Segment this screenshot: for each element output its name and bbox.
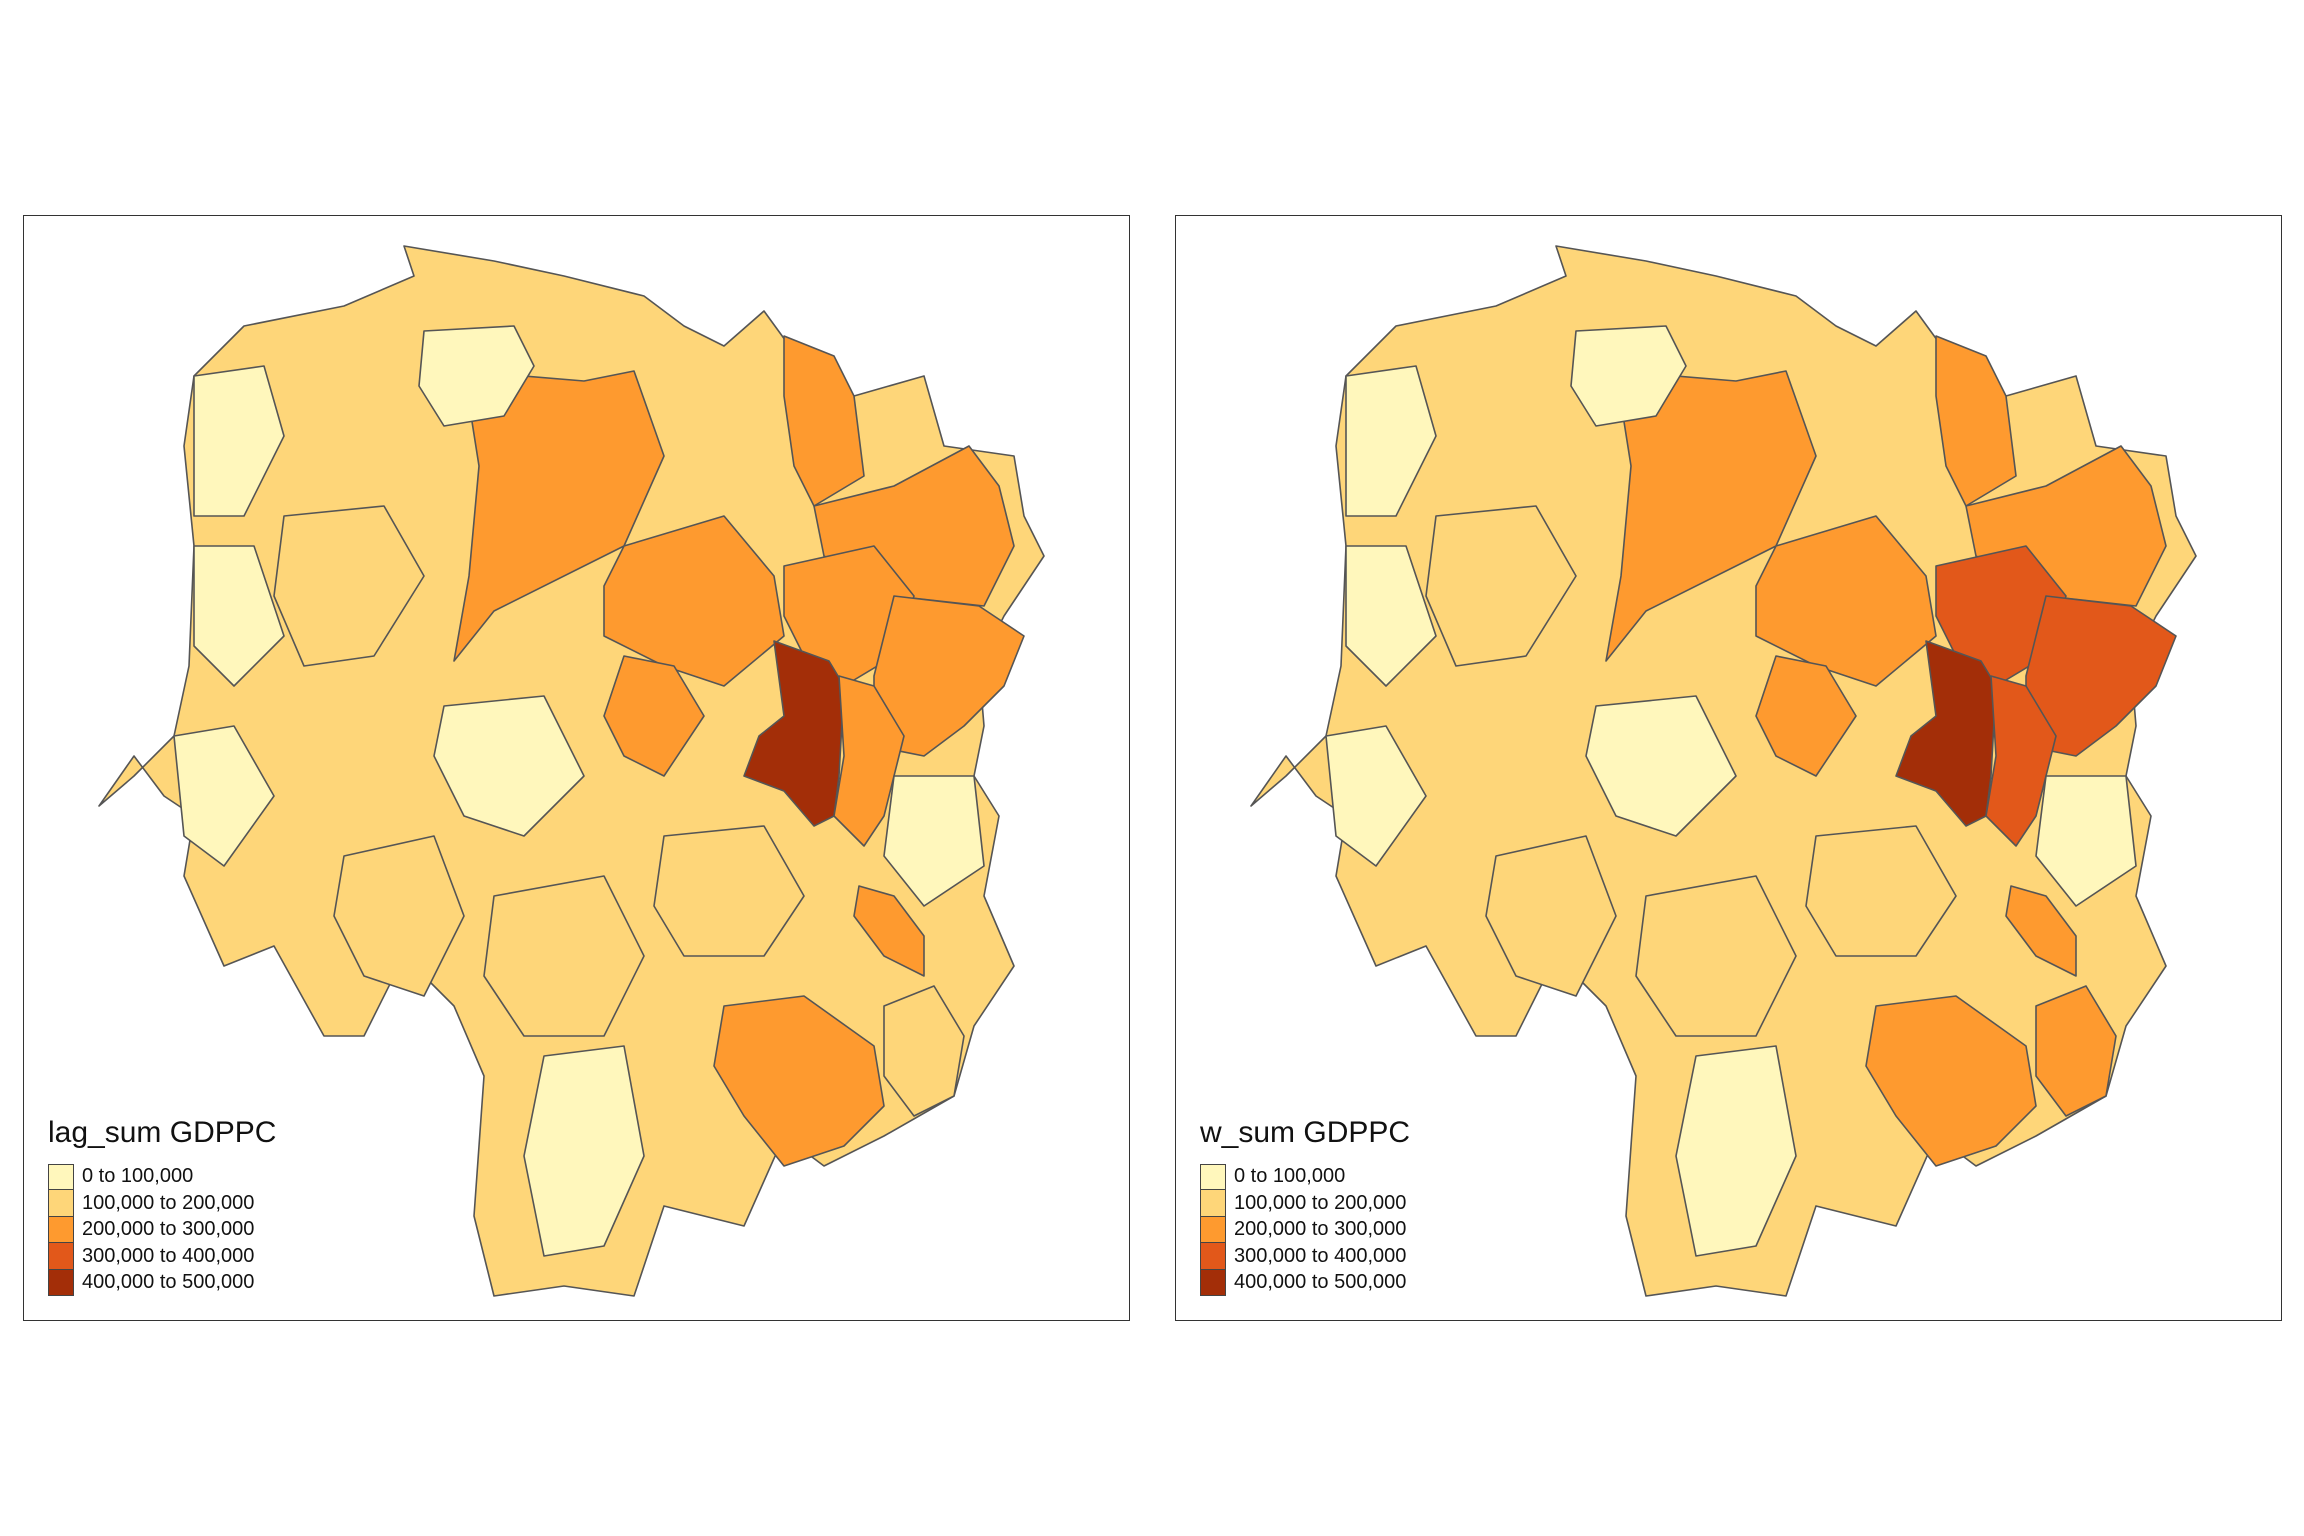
- region-capital-south: [833, 675, 905, 847]
- region-north-central: [1605, 370, 1817, 662]
- region-center-west: [1425, 505, 1577, 667]
- legend-label: 0 to 100,000: [1234, 1165, 1346, 1188]
- legend-item: 300,000 to 400,000: [1200, 1243, 1410, 1270]
- legend-label: 200,000 to 300,000: [1234, 1218, 1407, 1241]
- region-southeast-small: [2005, 885, 2077, 977]
- region-west-a: [193, 365, 285, 517]
- choropleth-map-left: [98, 245, 1045, 1297]
- region-central-a: [1755, 515, 1937, 687]
- legend-title: lag_sum GDPPC: [48, 1115, 277, 1149]
- region-center-west: [273, 505, 425, 667]
- legend-items: 0 to 100,000 100,000 to 200,000 200,000 …: [1200, 1163, 1410, 1296]
- legend-item: 100,000 to 200,000: [1200, 1190, 1410, 1217]
- legend-items: 0 to 100,000 100,000 to 200,000 200,000 …: [48, 1163, 276, 1296]
- region-far-south: [1675, 1045, 1797, 1257]
- legend-item: 100,000 to 200,000: [48, 1190, 276, 1217]
- legend-label: 100,000 to 200,000: [1234, 1191, 1407, 1214]
- legend-swatch: [48, 1269, 74, 1296]
- region-west-b: [1345, 545, 1437, 687]
- legend-label: 100,000 to 200,000: [82, 1191, 255, 1214]
- region-capital-south: [1985, 675, 2057, 847]
- region-southeast-large: [2035, 985, 2117, 1117]
- region-southeast-small: [853, 885, 925, 977]
- legend-item: 300,000 to 400,000: [48, 1243, 276, 1270]
- legend-item: 200,000 to 300,000: [1200, 1216, 1410, 1243]
- choropleth-map-right: [1250, 245, 2197, 1297]
- region-east-strip: [1755, 655, 1857, 777]
- legend-item: 0 to 100,000: [1200, 1163, 1410, 1190]
- legend-label: 300,000 to 400,000: [1234, 1244, 1407, 1267]
- region-south-central: [713, 995, 885, 1167]
- region-northwest-box: [418, 325, 535, 427]
- legend-item: 0 to 100,000: [48, 1163, 276, 1190]
- region-northeast-a: [1935, 335, 2017, 507]
- legend-left: lag_sum GDPPC 0 to 100,000 100,000 to 20…: [48, 1115, 277, 1296]
- legend-swatch: [1200, 1216, 1226, 1243]
- legend-right: w_sum GDPPC 0 to 100,000 100,000 to 200,…: [1200, 1115, 1411, 1296]
- region-northeast-a: [783, 335, 865, 507]
- region-west-a: [1345, 365, 1437, 517]
- legend-item: 400,000 to 500,000: [48, 1269, 276, 1296]
- legend-swatch: [1200, 1190, 1226, 1217]
- map-panel-left: lag_sum GDPPC 0 to 100,000 100,000 to 20…: [23, 215, 1130, 1321]
- legend-item: 200,000 to 300,000: [48, 1216, 276, 1243]
- legend-label: 400,000 to 500,000: [82, 1271, 255, 1294]
- legend-item: 400,000 to 500,000: [1200, 1269, 1410, 1296]
- map-panel-right: w_sum GDPPC 0 to 100,000 100,000 to 200,…: [1175, 215, 2282, 1321]
- region-southeast-mid: [653, 825, 805, 957]
- region-south-west: [1485, 835, 1617, 997]
- region-southeast-mid: [1805, 825, 1957, 957]
- region-west-c: [173, 725, 275, 867]
- region-south-mid: [1635, 875, 1797, 1037]
- legend-swatch: [48, 1243, 74, 1270]
- legend-label: 300,000 to 400,000: [82, 1244, 255, 1267]
- legend-title: w_sum GDPPC: [1200, 1115, 1411, 1149]
- region-east-low: [883, 775, 985, 907]
- region-east-strip: [603, 655, 705, 777]
- region-far-south: [523, 1045, 645, 1257]
- legend-swatch: [48, 1216, 74, 1243]
- region-west-c: [1325, 725, 1427, 867]
- region-south-central: [1865, 995, 2037, 1167]
- legend-swatch: [1200, 1163, 1226, 1190]
- region-east-low: [2035, 775, 2137, 907]
- legend-label: 200,000 to 300,000: [82, 1218, 255, 1241]
- legend-label: 0 to 100,000: [82, 1165, 194, 1188]
- region-center-mid: [1585, 695, 1737, 837]
- legend-swatch: [48, 1163, 74, 1190]
- region-southeast-large: [883, 985, 965, 1117]
- region-central-a: [603, 515, 785, 687]
- region-north-central: [453, 370, 665, 662]
- region-west-b: [193, 545, 285, 687]
- region-center-mid: [433, 695, 585, 837]
- legend-swatch: [1200, 1269, 1226, 1296]
- legend-swatch: [1200, 1243, 1226, 1270]
- legend-swatch: [48, 1190, 74, 1217]
- region-northwest-box: [1570, 325, 1687, 427]
- region-south-mid: [483, 875, 645, 1037]
- region-south-west: [333, 835, 465, 997]
- legend-label: 400,000 to 500,000: [1234, 1271, 1407, 1294]
